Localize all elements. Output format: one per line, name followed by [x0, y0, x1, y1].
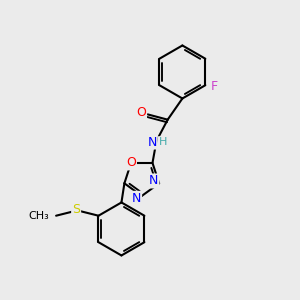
Text: F: F [211, 80, 218, 93]
Text: N: N [132, 192, 141, 205]
Text: O: O [136, 106, 146, 119]
Text: H: H [159, 137, 167, 147]
Text: N: N [149, 175, 158, 188]
Text: O: O [126, 156, 136, 170]
Text: CH₃: CH₃ [29, 211, 50, 221]
Text: N: N [147, 136, 157, 148]
Text: S: S [72, 203, 80, 216]
